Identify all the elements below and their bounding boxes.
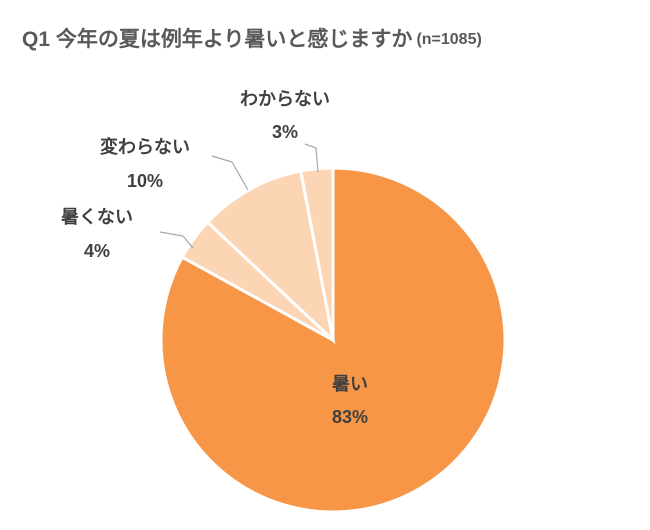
- slice-value-label: 10%: [127, 171, 163, 191]
- leader-line: [211, 155, 249, 191]
- slice-label: わからない: [240, 89, 330, 109]
- pie-slice: [205, 169, 336, 345]
- chart-title-group: Q1 今年の夏は例年より暑いと感じますか (n=1085): [22, 27, 482, 51]
- leader-line: [304, 143, 319, 173]
- slice-value-label: 3%: [272, 122, 298, 142]
- chart-subtitle: (n=1085): [416, 31, 481, 48]
- leader-line: [159, 231, 194, 249]
- slice-label: 暑くない: [61, 207, 133, 227]
- slice-label: 変わらない: [100, 136, 190, 157]
- chart-title: Q1 今年の夏は例年より暑いと感じますか: [22, 27, 412, 51]
- pie-slice: [299, 166, 335, 341]
- slice-value-label: 83%: [332, 407, 368, 427]
- slice-value-label: 4%: [84, 241, 110, 261]
- slice-label: 暑い: [332, 374, 368, 394]
